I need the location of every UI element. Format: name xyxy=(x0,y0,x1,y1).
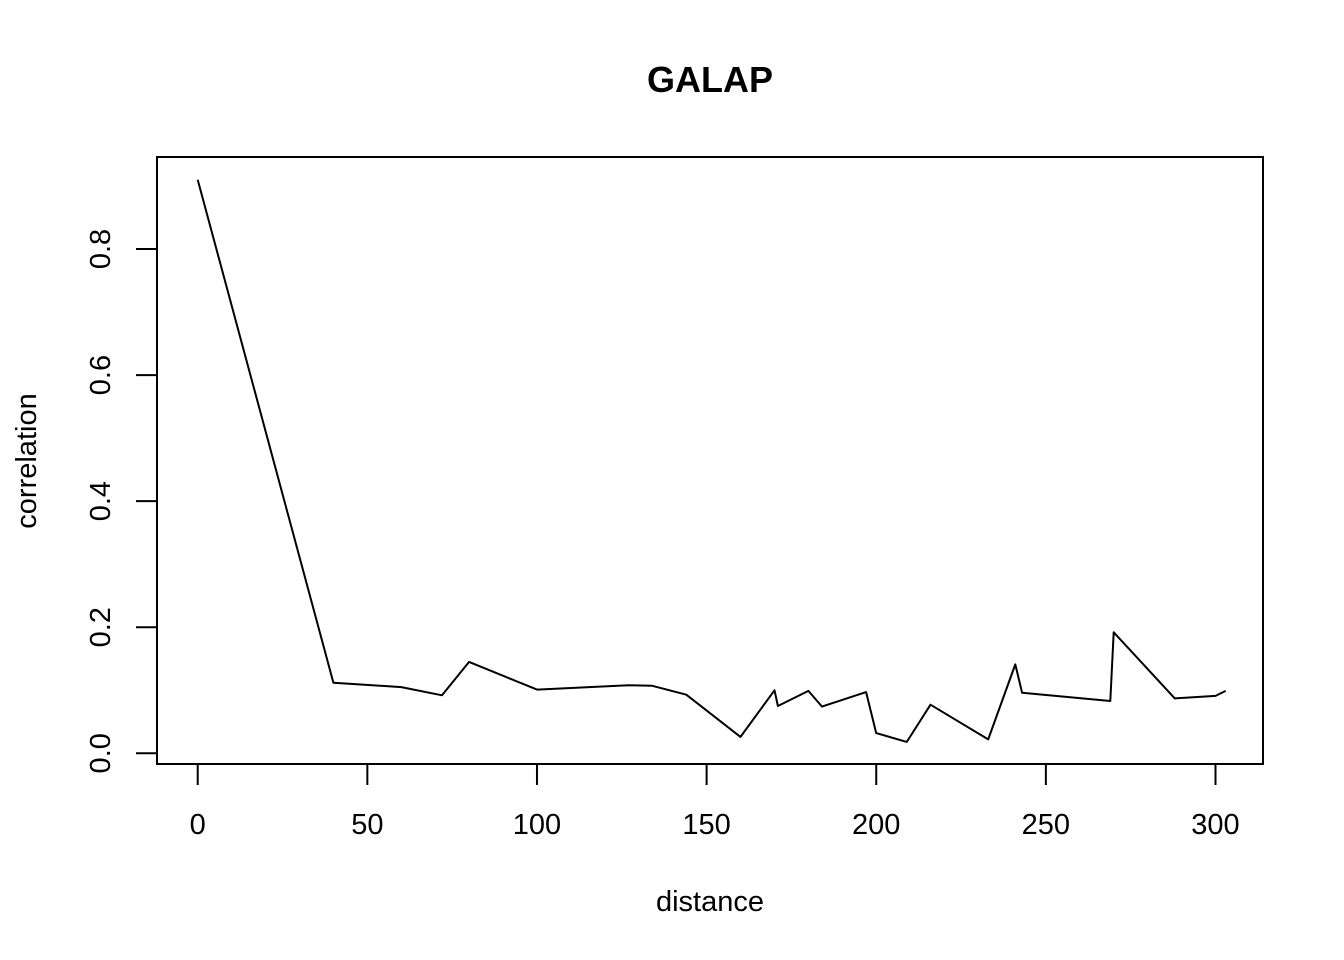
y-tick-label: 0.8 xyxy=(85,229,117,269)
x-tick-label: 0 xyxy=(190,809,206,841)
y-tick-label: 0.4 xyxy=(85,481,117,521)
chart-title: GALAP xyxy=(647,59,773,100)
y-tick-label: 0.6 xyxy=(85,355,117,395)
x-tick-label: 250 xyxy=(1022,809,1070,841)
series-layer xyxy=(196,179,1227,743)
y-tick-label: 0.2 xyxy=(85,607,117,647)
x-tick-label: 200 xyxy=(852,809,900,841)
x-axis: 0 50 100 150 200 250 300 xyxy=(190,763,1240,841)
x-tick-label: 50 xyxy=(351,809,383,841)
x-tick-label: 300 xyxy=(1191,809,1239,841)
series-line xyxy=(196,179,1227,743)
y-axis: 0.0 0.2 0.4 0.6 0.8 xyxy=(85,229,158,773)
plot-frame xyxy=(156,156,1264,765)
y-axis-label: correlation xyxy=(11,393,43,528)
y-tick-label: 0.0 xyxy=(85,733,117,773)
x-tick-label: 100 xyxy=(513,809,561,841)
x-axis-label: distance xyxy=(656,886,764,918)
x-tick-label: 150 xyxy=(682,809,730,841)
